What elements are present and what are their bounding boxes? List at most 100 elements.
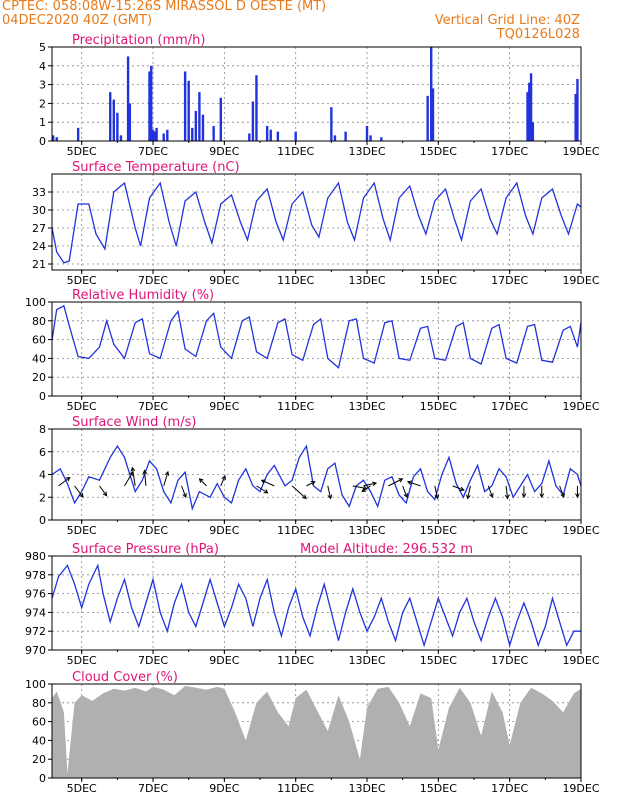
series-line xyxy=(51,304,582,370)
precip-bar xyxy=(526,92,529,141)
wind-arrow-head xyxy=(221,475,226,481)
x-tick-label: 7DEC xyxy=(138,400,168,413)
wind-arrow xyxy=(261,479,275,487)
y-tick-label: 976 xyxy=(25,588,46,601)
series-line xyxy=(51,444,582,511)
x-tick-label: 17DEC xyxy=(491,782,528,795)
precip-bar xyxy=(333,135,337,141)
y-tick-label: 100 xyxy=(25,678,46,691)
wind-arrow xyxy=(124,471,134,487)
y-tick-label: 972 xyxy=(25,625,46,638)
plot-frame xyxy=(51,555,582,651)
wind-arrow xyxy=(181,485,187,498)
x-tick-label: 19DEC xyxy=(562,524,599,537)
x-tick-label: 9DEC xyxy=(209,145,239,158)
x-tick-label: 11DEC xyxy=(277,274,314,287)
x-tick-label: 9DEC xyxy=(209,782,239,795)
wind-arrow xyxy=(505,485,509,499)
series-line xyxy=(51,563,581,648)
x-tick-label: 5DEC xyxy=(67,274,97,287)
precip-bar xyxy=(369,135,372,141)
x-tick-label: 11DEC xyxy=(277,400,314,413)
y-tick-label: 6 xyxy=(39,446,46,459)
precip-bar xyxy=(251,101,255,141)
y-tick-label: 27 xyxy=(32,222,46,235)
wind-arrow xyxy=(163,471,169,487)
precip-bar xyxy=(430,47,433,141)
x-tick-label: 19DEC xyxy=(562,782,599,795)
precip-bar xyxy=(201,114,205,141)
precip-bar xyxy=(153,131,157,141)
y-tick-label: 30 xyxy=(32,204,46,217)
x-tick-label: 5DEC xyxy=(67,524,97,537)
wind-arrow xyxy=(452,485,464,491)
x-tick-label: 15DEC xyxy=(420,654,457,667)
wind-arrow xyxy=(74,485,84,498)
precip-bar xyxy=(119,135,123,141)
wind-arrow xyxy=(467,485,471,499)
precip-bar xyxy=(155,127,158,141)
x-tick-label: 13DEC xyxy=(348,524,385,537)
wind-arrow-head xyxy=(459,486,465,492)
x-tick-label: 7DEC xyxy=(138,782,168,795)
precip-bar xyxy=(112,99,116,141)
precip-bar xyxy=(380,137,383,141)
precip-bar xyxy=(344,131,347,141)
x-tick-label: 11DEC xyxy=(277,145,314,158)
plot-frame xyxy=(51,173,582,271)
precip-bar xyxy=(219,97,222,141)
cloud-area xyxy=(52,685,581,778)
x-tick-label: 17DEC xyxy=(491,274,528,287)
precip-bar xyxy=(166,129,169,141)
station-header: CPTEC: 058:08W-15:26S MIRASSOL D OESTE (… xyxy=(2,0,327,14)
wind-arrow-head xyxy=(466,494,471,500)
precip-bar xyxy=(330,107,333,141)
wind-arrow xyxy=(131,467,136,486)
x-tick-label: 17DEC xyxy=(491,400,528,413)
wind-arrow-head xyxy=(361,487,367,493)
wind-arrow-head xyxy=(198,478,204,483)
precip-bar xyxy=(148,71,151,141)
wind-arrow-head xyxy=(398,478,404,483)
y-tick-label: 974 xyxy=(25,606,46,619)
y-tick-label: 0 xyxy=(39,514,46,527)
x-tick-label: 17DEC xyxy=(491,524,528,537)
wind-arrow-head xyxy=(539,493,545,499)
precip-bar xyxy=(183,71,187,141)
y-tick-label: 970 xyxy=(25,644,46,657)
y-tick-label: 2 xyxy=(39,491,46,504)
panel-title: Surface Wind (m/s) xyxy=(72,415,196,430)
plot-frame xyxy=(51,301,582,397)
plot-frame xyxy=(51,683,582,779)
x-tick-label: 15DEC xyxy=(420,524,457,537)
y-tick-label: 40 xyxy=(32,734,46,747)
wind-arrow-head xyxy=(521,493,527,499)
x-tick-label: 9DEC xyxy=(209,400,239,413)
y-tick-label: 24 xyxy=(32,240,46,253)
precip-bar xyxy=(151,129,155,141)
panel-title: Relative Humidity (%) xyxy=(72,288,214,303)
y-tick-label: 80 xyxy=(32,697,46,710)
y-tick-label: 3 xyxy=(39,79,46,92)
plot-frame xyxy=(51,46,582,142)
y-tick-label: 33 xyxy=(32,186,46,199)
x-tick-label: 19DEC xyxy=(562,145,599,158)
x-tick-label: 17DEC xyxy=(491,145,528,158)
precip-bar xyxy=(198,92,201,141)
x-tick-label: 7DEC xyxy=(138,524,168,537)
precip-bar xyxy=(212,125,215,141)
y-tick-label: 1 xyxy=(39,116,46,129)
panel-4: 0 2 4 6 8 5DEC 7DEC 9DEC 11DEC 13DEC 15DEC 17DEC 19D… xyxy=(39,415,600,537)
wind-arrow xyxy=(291,485,307,499)
precip-bar xyxy=(365,125,369,141)
y-tick-label: 0 xyxy=(39,135,46,148)
x-tick-label: 11DEC xyxy=(277,782,314,795)
panel-title: Cloud Cover (%) xyxy=(72,670,178,685)
x-tick-label: 15DEC xyxy=(420,400,457,413)
y-tick-label: 2 xyxy=(39,97,46,110)
wind-arrow-head xyxy=(489,493,494,499)
wind-arrow-head xyxy=(504,494,510,500)
panel-6: 0 20 40 60 80 100 5DEC 7DEC 9DEC 11DEC 13DEC 15DEC 1… xyxy=(25,670,600,795)
x-tick-label: 7DEC xyxy=(138,145,168,158)
